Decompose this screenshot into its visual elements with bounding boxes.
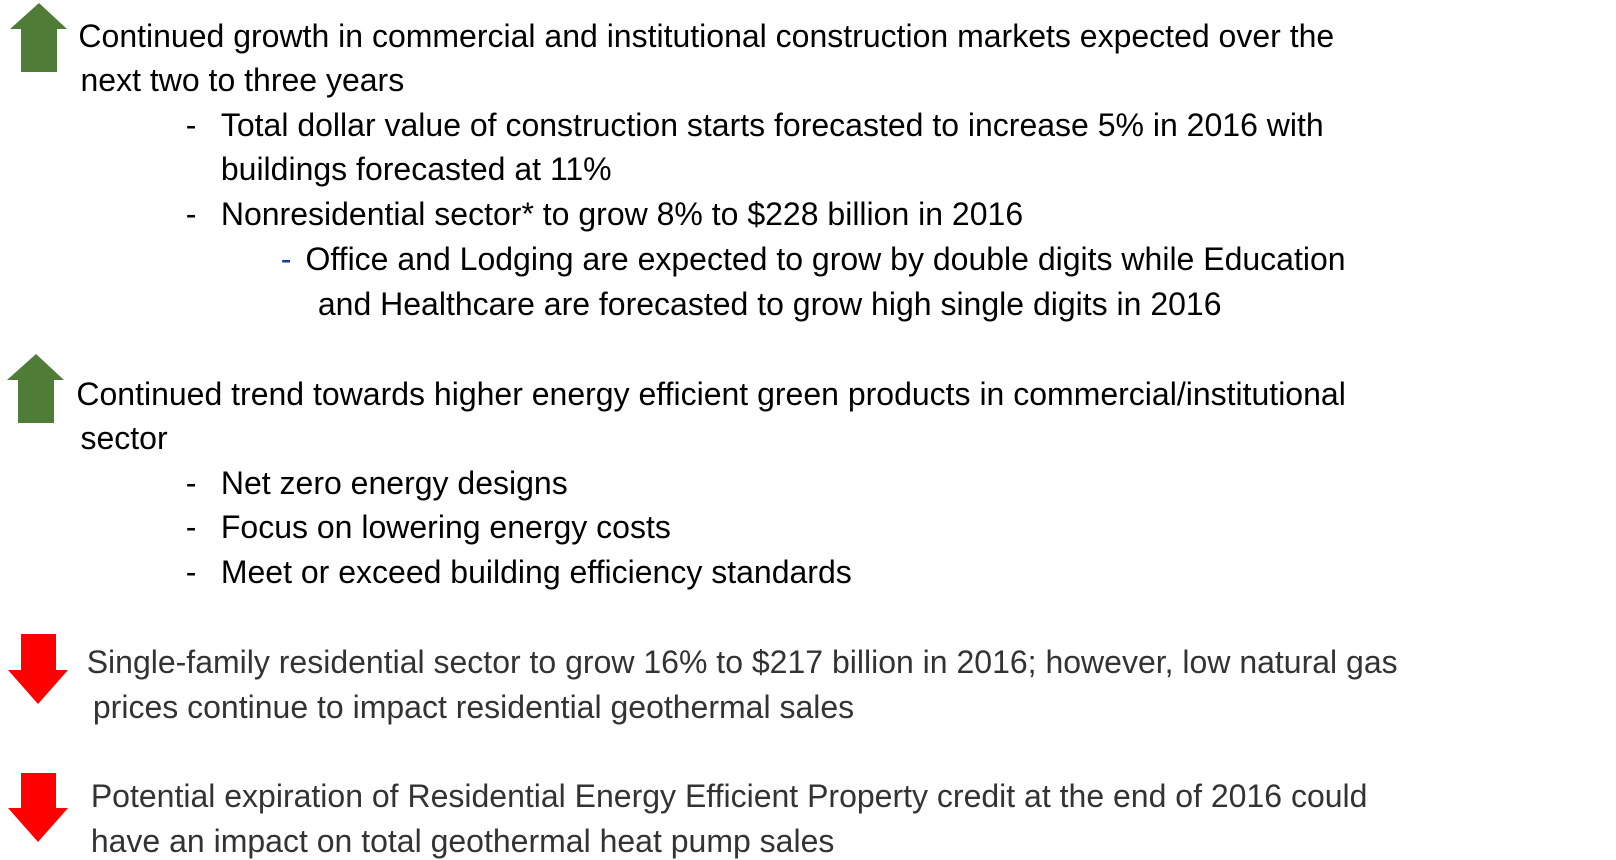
dash: - [280,240,292,277]
item-text: sector [80,420,168,457]
item-text: have an impact on total geothermal heat … [90,823,835,860]
item-text: Single-family residential sector to grow… [86,643,1398,680]
subitem-text: Total dollar value of construction start… [220,106,1324,143]
item-text: Continued trend towards higher energy ef… [76,375,1346,412]
down-arrow [8,634,68,704]
dash: - [185,196,197,233]
dash: - [185,554,197,591]
subitem-text: Meet or exceed building efficiency stand… [220,554,852,591]
dash: - [185,508,197,545]
dash: - [185,106,197,143]
subitem-text: Net zero energy designs [220,464,568,501]
dash: - [185,464,197,501]
item-text: Potential expiration of Residential Ener… [90,777,1368,814]
up-arrow [10,3,67,72]
up-arrow [7,354,64,423]
item-text: prices continue to impact residential ge… [92,689,855,726]
item-text: next two to three years [80,62,405,99]
subitem-text: Nonresidential sector* to grow 8% to $22… [220,196,1024,233]
subsubitem-text: and Healthcare are forecasted to grow hi… [317,286,1222,323]
item-text: Continued growth in commercial and insti… [78,18,1335,55]
subitem-text: buildings forecasted at 11% [220,151,612,188]
down-arrow [8,773,68,842]
subsubitem-text: Office and Lodging are expected to grow … [305,240,1346,277]
subitem-text: Focus on lowering energy costs [220,508,671,545]
